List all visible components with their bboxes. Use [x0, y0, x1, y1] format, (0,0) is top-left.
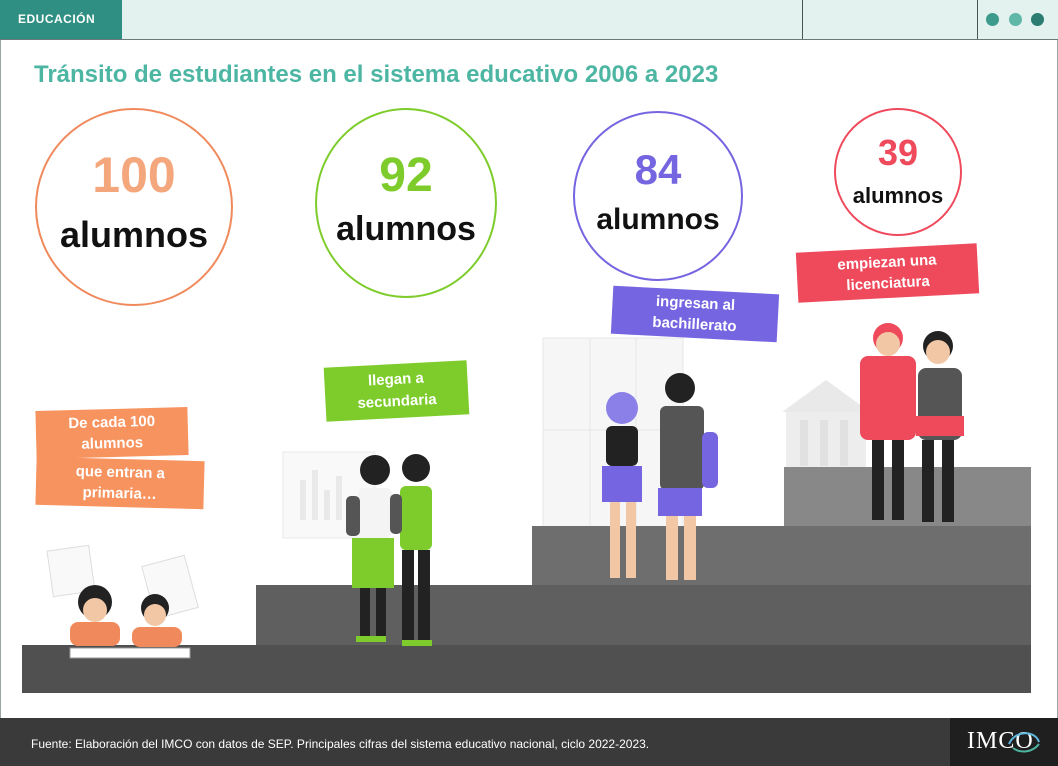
stat-value: 100	[92, 147, 176, 203]
stat-value: 84	[634, 146, 682, 193]
stat-unit: alumnos	[59, 214, 209, 255]
imco-logo: IMCO	[967, 728, 1034, 754]
caption-line: primaria…	[82, 484, 158, 503]
divider	[802, 0, 803, 39]
stat-unit: alumnos	[852, 183, 944, 208]
primary-students-icon	[69, 585, 191, 659]
page-title: Tránsito de estudiantes en el sistema ed…	[34, 61, 719, 88]
stat-value: 92	[379, 149, 433, 202]
top-bar: EDUCACIÓN	[0, 0, 1058, 40]
footer	[0, 718, 1058, 766]
stair-step-3	[532, 526, 1031, 585]
dot-icon	[1009, 13, 1022, 26]
dot-icon	[986, 13, 999, 26]
logo-area	[950, 718, 1058, 766]
stat-circle-bachillerato: 84 alumnos	[573, 111, 743, 281]
stat-circle-primaria: 100 alumnos	[35, 108, 233, 306]
university-students-icon	[860, 323, 964, 522]
caption-bachillerato: ingresan al bachillerato	[610, 285, 780, 343]
stat-circle-secundaria: 92 alumnos	[315, 108, 497, 298]
highschool-students-icon	[602, 373, 718, 580]
caption-line: alumnos	[81, 434, 144, 453]
caption-secundaria: llegan a secundaria	[323, 360, 470, 422]
secondary-students-icon	[346, 454, 432, 646]
caption-licenciatura: empiezan una licenciatura	[795, 243, 980, 303]
drawings-icon	[46, 544, 199, 620]
divider	[977, 0, 978, 39]
caption-primaria-bottom: que entran a primaria…	[35, 456, 205, 510]
stat-unit: alumnos	[336, 210, 476, 248]
dot-icon	[1031, 13, 1044, 26]
university-building-icon	[782, 380, 870, 470]
stat-value: 39	[877, 132, 919, 173]
source-note: Fuente: Elaboración del IMCO con datos d…	[31, 737, 650, 751]
logo-swirl-icon	[1008, 732, 1040, 753]
caption-primaria-top: De cada 100 alumnos	[35, 407, 189, 459]
stat-unit: alumnos	[596, 203, 720, 236]
stat-circle-licenciatura: 39 alumnos	[834, 108, 962, 236]
section-tag: EDUCACIÓN	[0, 0, 122, 39]
stair-step-4	[784, 467, 1031, 526]
